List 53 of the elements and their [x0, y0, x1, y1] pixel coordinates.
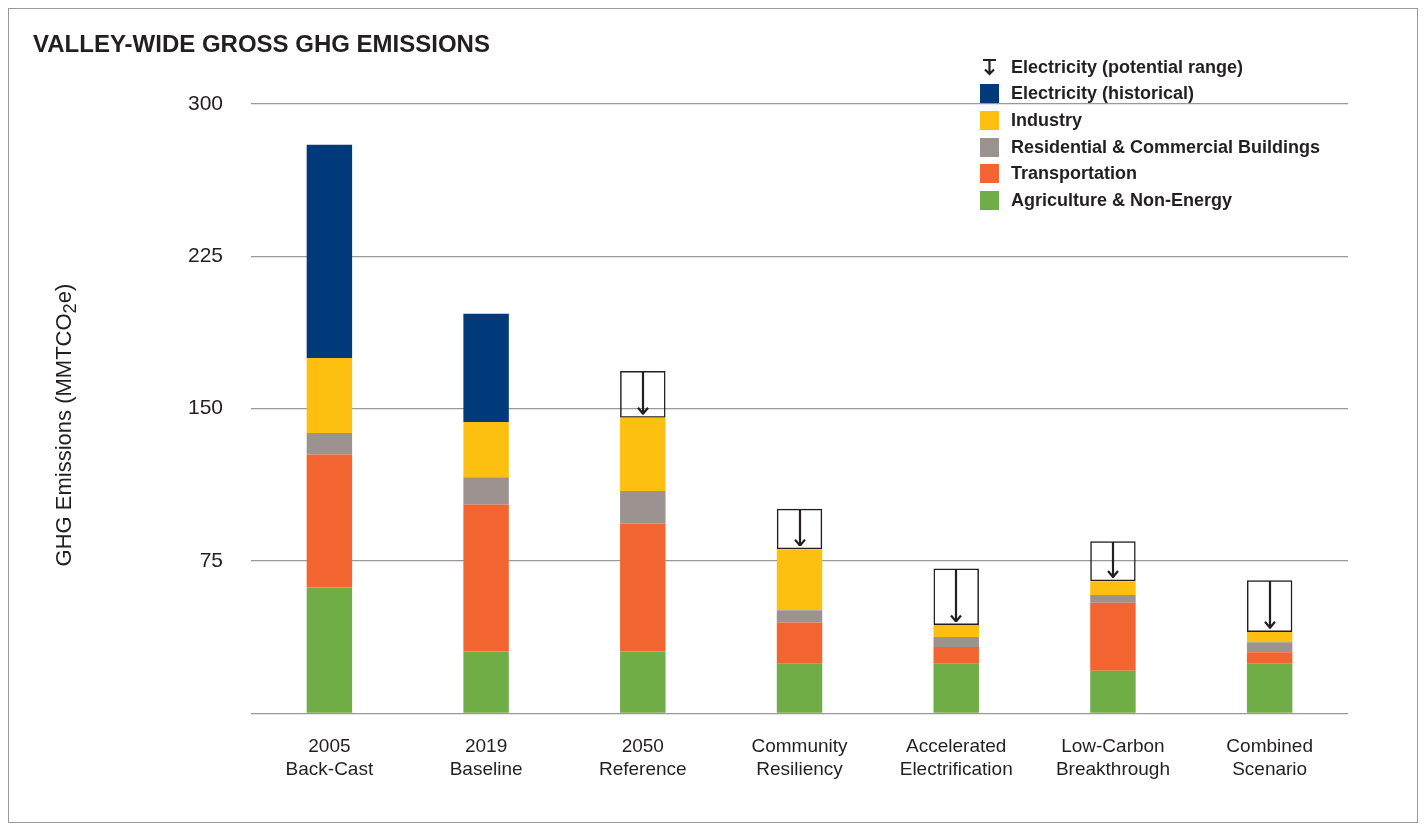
bar — [463, 477, 509, 505]
bar — [620, 417, 666, 491]
bar — [620, 371, 666, 418]
legend-label: Transportation — [1011, 163, 1138, 185]
bar — [620, 523, 666, 652]
bar — [1246, 642, 1293, 653]
bar — [776, 622, 823, 664]
legend-label: Agriculture & Non-Energy — [1011, 189, 1233, 211]
legend-label: Electricity (potential range) — [1011, 56, 1244, 78]
x-tick-label: 2019 Baseline — [449, 735, 523, 779]
bar — [1246, 580, 1293, 632]
bar — [620, 490, 666, 524]
bar — [306, 454, 353, 588]
bar — [306, 144, 353, 358]
y-tick-label: 150 — [187, 395, 224, 419]
bar — [933, 646, 979, 664]
y-tick-label: 225 — [187, 243, 224, 267]
y-tick-label: 75 — [199, 547, 224, 571]
bar — [933, 663, 979, 713]
bar — [1090, 594, 1136, 603]
bar — [776, 610, 823, 623]
x-tick-label: Community Resiliency — [751, 735, 849, 779]
legend-label: Electricity (historical) — [1011, 83, 1195, 105]
bar — [1090, 670, 1136, 713]
bar — [776, 549, 823, 611]
bar — [933, 637, 979, 647]
legend-label: Industry — [1011, 109, 1083, 131]
x-tick-label: 2050 Reference — [598, 735, 687, 779]
bar — [306, 587, 353, 713]
bar — [1090, 541, 1136, 582]
x-tick-label: Combined Scenario — [1226, 735, 1313, 779]
bar — [776, 508, 823, 550]
x-tick-label: Low-Carbon Breakthrough — [1055, 735, 1170, 779]
bar — [1090, 581, 1136, 595]
legend-label: Residential & Commercial Buildings — [1011, 136, 1321, 158]
x-tick-label: Accelerated Electrification — [899, 735, 1013, 779]
bar — [463, 651, 509, 713]
bar — [463, 504, 509, 652]
bar — [306, 433, 353, 455]
bar — [1246, 652, 1293, 664]
bar — [1246, 663, 1293, 713]
bar — [463, 421, 509, 478]
bar — [933, 625, 979, 638]
x-tick-label: 2005 Back-Cast — [285, 735, 374, 779]
bar — [1090, 602, 1136, 671]
bar — [620, 651, 666, 713]
bar — [306, 357, 353, 434]
bar — [463, 313, 509, 422]
y-tick-label: 300 — [187, 90, 224, 114]
bar — [1246, 631, 1293, 643]
chart-title: VALLEY-WIDE GROSS GHG EMISSIONS — [33, 30, 490, 58]
bar — [776, 663, 823, 713]
bar — [933, 568, 979, 626]
